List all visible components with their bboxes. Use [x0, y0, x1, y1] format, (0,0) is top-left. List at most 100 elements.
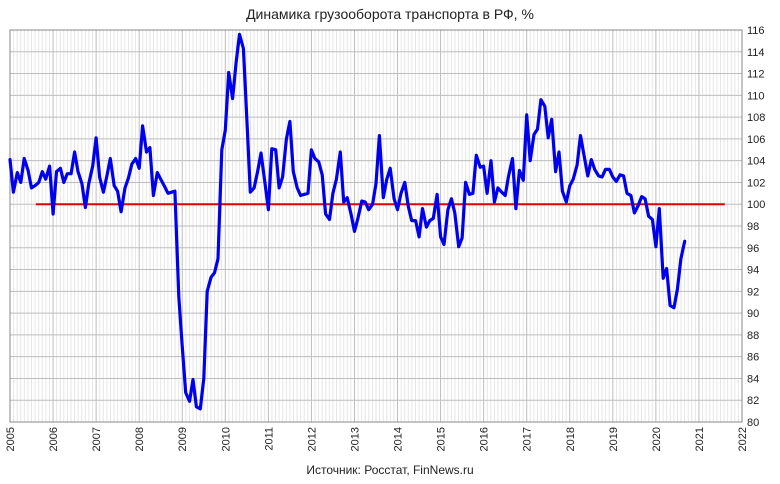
- data-point: [178, 296, 180, 298]
- data-point: [353, 230, 356, 233]
- data-point: [655, 246, 657, 248]
- y-tick-label: 82: [747, 395, 759, 407]
- data-point: [267, 209, 269, 211]
- data-point: [131, 163, 133, 165]
- data-point: [88, 182, 90, 185]
- data-point: [106, 175, 108, 177]
- data-point: [127, 177, 130, 179]
- data-point: [339, 151, 341, 153]
- data-point: [77, 170, 79, 173]
- data-point: [16, 172, 18, 174]
- data-point: [253, 187, 255, 189]
- data-point: [612, 176, 614, 178]
- x-tick-label: 2020: [651, 427, 663, 451]
- data-point: [536, 128, 539, 130]
- data-point: [666, 267, 668, 270]
- x-tick-label: 2012: [306, 427, 318, 451]
- data-point: [669, 304, 671, 307]
- data-point: [242, 47, 244, 50]
- data-point: [641, 196, 643, 198]
- data-point: [479, 166, 481, 168]
- y-tick-label: 108: [747, 112, 765, 124]
- data-point: [188, 400, 191, 402]
- data-point: [371, 203, 374, 205]
- data-point: [439, 236, 442, 238]
- y-tick-label: 98: [747, 221, 759, 233]
- y-axis-tick-labels: 80 82 84 86 88 90 92 94 96 98 100 102 104 106 108 110 11…: [747, 25, 765, 429]
- data-point: [138, 167, 140, 169]
- x-tick-label: 2018: [565, 427, 577, 451]
- data-point: [626, 192, 628, 194]
- x-tick-label: 2009: [177, 427, 189, 451]
- data-point: [651, 218, 654, 221]
- data-point: [206, 290, 208, 292]
- data-point: [461, 237, 463, 239]
- data-point: [604, 168, 607, 170]
- data-point: [213, 272, 216, 274]
- data-point: [310, 149, 313, 151]
- x-tick-label: 2014: [393, 427, 405, 451]
- data-point: [124, 187, 126, 189]
- data-point: [232, 98, 234, 100]
- data-point: [9, 158, 11, 161]
- data-point: [328, 218, 331, 221]
- data-point: [174, 190, 176, 192]
- y-tick-label: 92: [747, 286, 759, 298]
- data-point: [292, 170, 294, 173]
- data-point: [633, 212, 635, 214]
- data-point: [278, 187, 280, 189]
- data-point: [238, 33, 241, 35]
- data-point: [587, 175, 589, 177]
- x-tick-label: 2015: [436, 427, 448, 451]
- data-point: [508, 175, 510, 177]
- x-tick-label: 2007: [91, 427, 103, 451]
- data-point: [572, 178, 574, 180]
- data-point: [260, 152, 262, 154]
- data-point: [70, 173, 72, 175]
- data-point: [486, 192, 488, 194]
- data-point: [185, 392, 187, 394]
- data-point: [321, 174, 323, 176]
- data-point: [235, 62, 237, 64]
- data-point: [458, 246, 460, 248]
- data-point: [551, 118, 553, 120]
- data-point: [644, 198, 646, 200]
- x-tick-label: 2022: [737, 427, 749, 451]
- data-point: [497, 187, 499, 189]
- data-point: [224, 129, 226, 131]
- data-point: [335, 178, 337, 180]
- data-point: [590, 158, 592, 161]
- data-point: [300, 194, 302, 197]
- y-tick-label: 84: [747, 373, 759, 385]
- data-point: [163, 185, 165, 187]
- data-point: [361, 200, 363, 202]
- data-point: [583, 154, 585, 156]
- data-point: [228, 71, 230, 74]
- data-point: [12, 191, 15, 193]
- data-point: [504, 194, 506, 197]
- data-point: [400, 192, 402, 194]
- x-tick-label: 2013: [349, 427, 361, 451]
- data-point: [630, 194, 632, 197]
- data-point: [415, 219, 417, 222]
- data-point: [378, 135, 381, 137]
- data-point: [544, 105, 546, 107]
- data-point: [221, 149, 223, 151]
- x-tick-label: 2017: [522, 427, 534, 451]
- data-point: [522, 179, 524, 181]
- x-tick-label: 2019: [608, 427, 620, 451]
- data-point: [350, 213, 352, 215]
- data-point: [386, 178, 388, 180]
- data-point: [615, 180, 617, 182]
- data-point: [483, 165, 485, 167]
- data-point: [432, 217, 434, 219]
- data-point: [167, 192, 169, 194]
- data-point: [84, 206, 86, 209]
- y-tick-label: 100: [747, 199, 765, 211]
- chart-title: Динамика грузооборота транспорта в РФ, %: [246, 6, 534, 22]
- data-point: [411, 219, 413, 222]
- data-point: [23, 157, 25, 160]
- data-point: [594, 168, 596, 170]
- x-tick-label: 2021: [694, 427, 706, 451]
- data-point: [464, 181, 467, 184]
